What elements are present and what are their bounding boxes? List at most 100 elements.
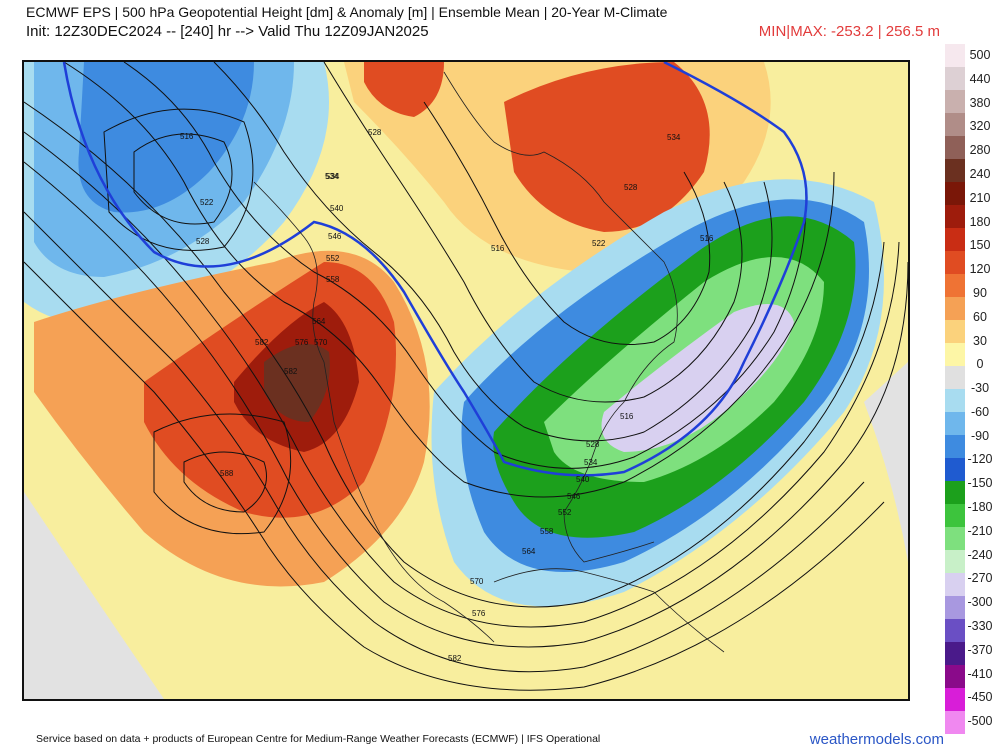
color-bar-swatch	[945, 412, 965, 436]
color-bar-swatch	[945, 550, 965, 574]
color-bar-label: -500	[967, 714, 993, 729]
color-bar-swatch	[945, 642, 965, 666]
contour-label: 546	[328, 232, 342, 241]
color-bar-swatch	[945, 481, 965, 505]
neutral-area-sw	[24, 492, 164, 699]
map-panel: 516 522 528 534 540 546 552 558 564 570 …	[22, 60, 910, 701]
color-bar-swatch	[945, 113, 965, 137]
contour-label: 534	[326, 172, 340, 181]
color-bar-label: 30	[973, 333, 987, 348]
contour-label: 540	[576, 475, 590, 484]
color-bar-label: -120	[967, 452, 993, 467]
neg-anomaly-pacific-3	[78, 62, 254, 213]
contour-label: 534	[584, 458, 598, 467]
color-bar-swatch	[945, 458, 965, 482]
contour-label: 522	[200, 198, 214, 207]
color-bar-swatch	[945, 228, 965, 252]
color-bar-swatch	[945, 688, 965, 712]
color-bar-label: -330	[967, 619, 993, 634]
color-bar-label: 0	[976, 357, 984, 372]
color-bar-swatch	[945, 320, 965, 344]
contour-label: 540	[330, 204, 344, 213]
contour-label: 570	[314, 338, 328, 347]
contour-label: 582	[255, 338, 269, 347]
color-bar-swatch	[945, 44, 965, 68]
contour-label: 558	[326, 275, 340, 284]
color-bar-label: 280	[969, 143, 991, 158]
color-bar-label: 180	[969, 214, 991, 229]
color-bar-swatch	[945, 711, 965, 734]
color-bar-label: 120	[969, 262, 991, 277]
contour-label: 576	[295, 338, 309, 347]
contour-label: 534	[325, 172, 339, 181]
color-bar-label: 440	[969, 71, 991, 86]
pos-anomaly-ridge-core	[264, 344, 330, 422]
contour-label: 528	[368, 128, 382, 137]
color-bar-swatch	[945, 90, 965, 114]
coastlines	[253, 71, 725, 653]
color-bar-swatch	[945, 251, 965, 275]
contour-label: 516	[180, 132, 194, 141]
color-bar-swatch	[945, 435, 965, 459]
contour-label: 516	[620, 412, 634, 421]
color-bar-swatch	[945, 504, 965, 528]
anomaly-map: 516 522 528 534 540 546 552 558 564 570 …	[24, 62, 908, 699]
contour-label: 588	[220, 469, 234, 478]
contour-label: 516	[700, 234, 714, 243]
color-bar-swatch	[945, 619, 965, 643]
chart-title: ECMWF EPS | 500 hPa Geopotential Height …	[26, 4, 668, 20]
color-bar-label: 500	[969, 48, 991, 62]
color-bar-label: -60	[970, 404, 990, 419]
contour-label: 552	[558, 508, 572, 517]
color-bar-label: -450	[967, 690, 993, 705]
color-bar-swatch	[945, 136, 965, 160]
neutral-area-e	[864, 362, 908, 562]
color-bar-label: -300	[967, 595, 993, 610]
contour-label: 576	[472, 609, 486, 618]
color-bar-label: -30	[970, 381, 990, 396]
min-max-readout: MIN|MAX: -253.2 | 256.5 m	[758, 23, 940, 40]
color-bar-label: -180	[967, 500, 993, 515]
contour-label: 522	[592, 239, 606, 248]
color-bar-label: -90	[970, 428, 990, 443]
color-bar-label: -210	[967, 523, 993, 538]
data-credit: Service based on data + products of Euro…	[36, 733, 601, 745]
color-bar-label: -410	[967, 666, 993, 681]
color-bar-swatch	[945, 343, 965, 367]
color-bar-swatch	[945, 205, 965, 229]
init-valid-time: Init: 12Z30DEC2024 -- [240] hr --> Valid…	[26, 23, 429, 40]
pos-anomaly-north-2	[504, 62, 710, 232]
color-bar-label: 240	[969, 166, 991, 181]
color-bar-label: 90	[973, 285, 987, 300]
color-bar-label: 210	[969, 190, 991, 205]
contour-label: 564	[312, 317, 326, 326]
color-bar-swatch	[945, 596, 965, 620]
color-bar	[945, 44, 965, 734]
contour-label: 558	[540, 527, 554, 536]
color-bar-swatch	[945, 366, 965, 390]
height-contours	[24, 62, 908, 691]
contour-label: 516	[491, 244, 505, 253]
contour-label-group: 516 522 528 534 540 546 552 558 564 570 …	[180, 128, 714, 663]
contour-label: 534	[667, 133, 681, 142]
color-bar-swatch	[945, 182, 965, 206]
color-bar-label: 320	[969, 119, 991, 134]
neg-anomaly-east-core	[601, 304, 794, 452]
highlight-contours	[62, 62, 808, 477]
brand-link[interactable]: weathermodels.com	[809, 731, 944, 748]
contour-label: 546	[567, 492, 581, 501]
color-bar-label: -270	[967, 571, 993, 586]
contour-label: 582	[448, 654, 462, 663]
color-bar-swatch	[945, 527, 965, 551]
color-bar-label: -240	[967, 547, 993, 562]
color-bar-label: -370	[967, 642, 993, 657]
contour-label: 582	[284, 367, 298, 376]
color-bar-swatch	[945, 274, 965, 298]
color-bar-swatch	[945, 389, 965, 413]
color-bar-label: 150	[969, 238, 991, 253]
contour-label: 528	[586, 440, 600, 449]
color-bar-label: 380	[969, 95, 991, 110]
contour-label: 552	[326, 254, 340, 263]
pos-anomaly-north-3	[364, 62, 444, 117]
contour-label: 528	[196, 237, 210, 246]
